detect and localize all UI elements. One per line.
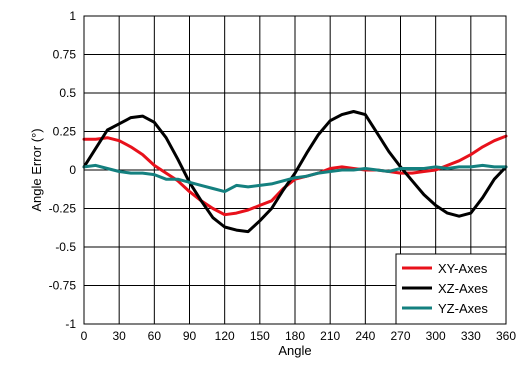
x-tick-label: 150: [250, 329, 270, 343]
plot-frame: [83, 15, 507, 325]
legend-label: YZ-Axes: [438, 301, 488, 316]
y-tick-label: 0: [69, 163, 76, 177]
y-tick-label: -0.25: [49, 202, 77, 216]
y-tick-label: -0.75: [49, 279, 77, 293]
series-line-xz-axes: [82, 110, 508, 234]
x-tick-label: 240: [355, 329, 375, 343]
x-tick-label: 60: [148, 329, 162, 343]
y-axis-label: Angle Error (°): [29, 128, 44, 211]
series-line-yz-axes: [82, 163, 508, 194]
legend-label: XY-Axes: [438, 261, 488, 276]
x-tick-label: 330: [461, 329, 481, 343]
x-tick-label: 0: [81, 329, 88, 343]
x-tick-label: 180: [285, 329, 305, 343]
x-tick-label: 270: [390, 329, 410, 343]
x-tick-label: 300: [426, 329, 446, 343]
y-tick-label: -1: [65, 317, 76, 331]
x-tick-labels: 0 30 60 90 120 150 180 210 240 270 300 330 360: [81, 329, 517, 343]
x-axis-label: Angle: [278, 343, 311, 358]
y-tick-label: 0.25: [53, 125, 77, 139]
legend: XY-Axes XZ-Axes YZ-Axes: [395, 253, 507, 325]
x-tick-label: 120: [215, 329, 235, 343]
y-tick-label: 0.75: [53, 48, 77, 62]
y-tick-label: 0.5: [59, 86, 76, 100]
legend-label: XZ-Axes: [438, 281, 488, 296]
x-tick-label: 360: [496, 329, 516, 343]
x-tick-label: 30: [112, 329, 126, 343]
series-lines: [82, 110, 508, 234]
x-tick-label: 210: [320, 329, 340, 343]
y-tick-label: -0.5: [55, 240, 76, 254]
y-tick-label: 1: [69, 9, 76, 23]
y-tick-labels: 1 0.75 0.5 0.25 0 -0.25 -0.5 -0.75 -1: [49, 9, 77, 331]
x-tick-label: 90: [183, 329, 197, 343]
